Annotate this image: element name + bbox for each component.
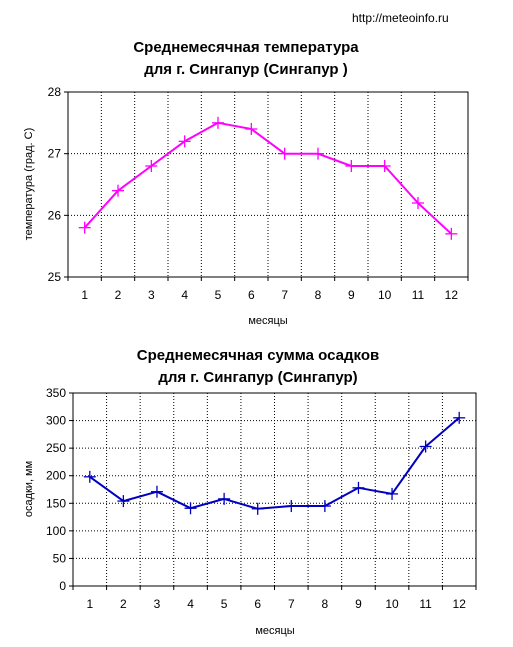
temperature-data-point [112, 184, 124, 197]
precipitation-series [83, 411, 466, 515]
temperature-data-point [445, 227, 458, 240]
temperature-data-point [245, 123, 258, 135]
precipitation-data-point [150, 485, 163, 498]
precipitation-y-tick-label: 150 [46, 496, 66, 510]
temperature-x-axis-label: месяцы [248, 315, 287, 327]
temperature-x-tick-label: 10 [378, 288, 392, 302]
source-url: http://meteoinfo.ru [352, 11, 449, 25]
precipitation-series-line [89, 417, 460, 510]
precipitation-x-tick-label: 1 [86, 597, 93, 611]
precipitation-y-tick-label: 300 [46, 414, 66, 428]
precipitation-x-tick-label: 3 [154, 597, 161, 611]
precipitation-x-tick-label: 9 [355, 597, 362, 611]
temperature-data-point [78, 221, 91, 234]
temperature-data-point [178, 135, 191, 148]
temperature-y-tick-label: 27 [48, 147, 62, 161]
precipitation-chart-title-line-1: Среднемесячная сумма осадков [137, 347, 379, 364]
temperature-y-axis-label: температура (град. С) [23, 128, 35, 241]
precipitation-data-point [251, 502, 264, 515]
temperature-x-tick-label: 3 [148, 288, 155, 302]
temperature-y-tick-label: 26 [48, 208, 62, 222]
precipitation-y-tick-label: 50 [53, 551, 67, 565]
precipitation-x-tick-label: 2 [120, 597, 127, 611]
temperature-y-tick-label: 28 [48, 85, 62, 99]
precipitation-y-tick-label: 0 [59, 579, 66, 593]
temperature-x-tick-label: 6 [248, 288, 255, 302]
precipitation-x-tick-label: 4 [187, 597, 194, 611]
precipitation-y-tick-label: 250 [46, 441, 66, 455]
precipitation-data-point [218, 492, 231, 505]
precipitation-data-point [352, 481, 365, 494]
temperature-data-point [345, 160, 358, 172]
precipitation-y-axis-label: осадки, мм [23, 461, 35, 517]
temperature-x-tick-label: 7 [281, 288, 288, 302]
temperature-data-point [212, 116, 224, 129]
precipitation-x-tick-label: 10 [385, 597, 399, 611]
precipitation-x-tick-label: 12 [453, 597, 467, 611]
precipitation-data-point [184, 502, 197, 515]
temperature-x-tick-label: 4 [181, 288, 188, 302]
temperature-y-tick-label: 25 [48, 270, 62, 284]
precipitation-x-tick-label: 11 [419, 597, 432, 611]
precipitation-x-axis-label: месяцы [255, 625, 294, 637]
precipitation-x-tick-label: 7 [288, 597, 295, 611]
precipitation-data-point [318, 500, 331, 513]
precipitation-data-point [117, 495, 130, 508]
temperature-x-tick-label: 11 [412, 288, 425, 302]
precipitation-x-tick-label: 5 [221, 597, 228, 611]
temperature-data-point [145, 160, 158, 172]
precipitation-y-tick-label: 350 [46, 386, 66, 400]
temperature-x-tick-label: 2 [115, 288, 122, 302]
temperature-x-tick-label: 1 [81, 288, 88, 302]
precipitation-chart: Среднемесячная сумма осадков для г. Синг… [23, 347, 477, 637]
temperature-x-tick-label: 9 [348, 288, 355, 302]
temperature-chart-title-line-1: Среднемесячная температура [133, 39, 359, 56]
precipitation-chart-title-line-2: для г. Сингапур (Сингапур) [158, 369, 357, 386]
temperature-chart-title-line-2: для г. Сингапур (Сингапур ) [144, 61, 348, 78]
temperature-x-tick-label: 8 [315, 288, 322, 302]
precipitation-x-tick-label: 8 [322, 597, 329, 611]
temperature-x-tick-label: 12 [445, 288, 459, 302]
precipitation-x-tick-label: 6 [254, 597, 261, 611]
temperature-x-tick-label: 5 [215, 288, 222, 302]
precipitation-y-tick-label: 100 [46, 524, 66, 538]
temperature-series-line [83, 121, 452, 235]
temperature-data-point [278, 147, 291, 160]
precipitation-data-point [419, 440, 432, 453]
temperature-data-point [378, 160, 391, 172]
temperature-data-point [312, 147, 324, 160]
precipitation-data-point [83, 470, 96, 483]
precipitation-data-point [386, 487, 399, 500]
precipitation-data-point [285, 500, 298, 513]
temperature-data-point [412, 197, 424, 209]
temperature-series [78, 116, 458, 240]
temperature-grid [68, 92, 468, 277]
temperature-chart: Среднемесячная температура для г. Сингап… [23, 39, 469, 327]
precipitation-y-tick-label: 200 [46, 469, 66, 483]
precipitation-data-point [453, 411, 466, 424]
